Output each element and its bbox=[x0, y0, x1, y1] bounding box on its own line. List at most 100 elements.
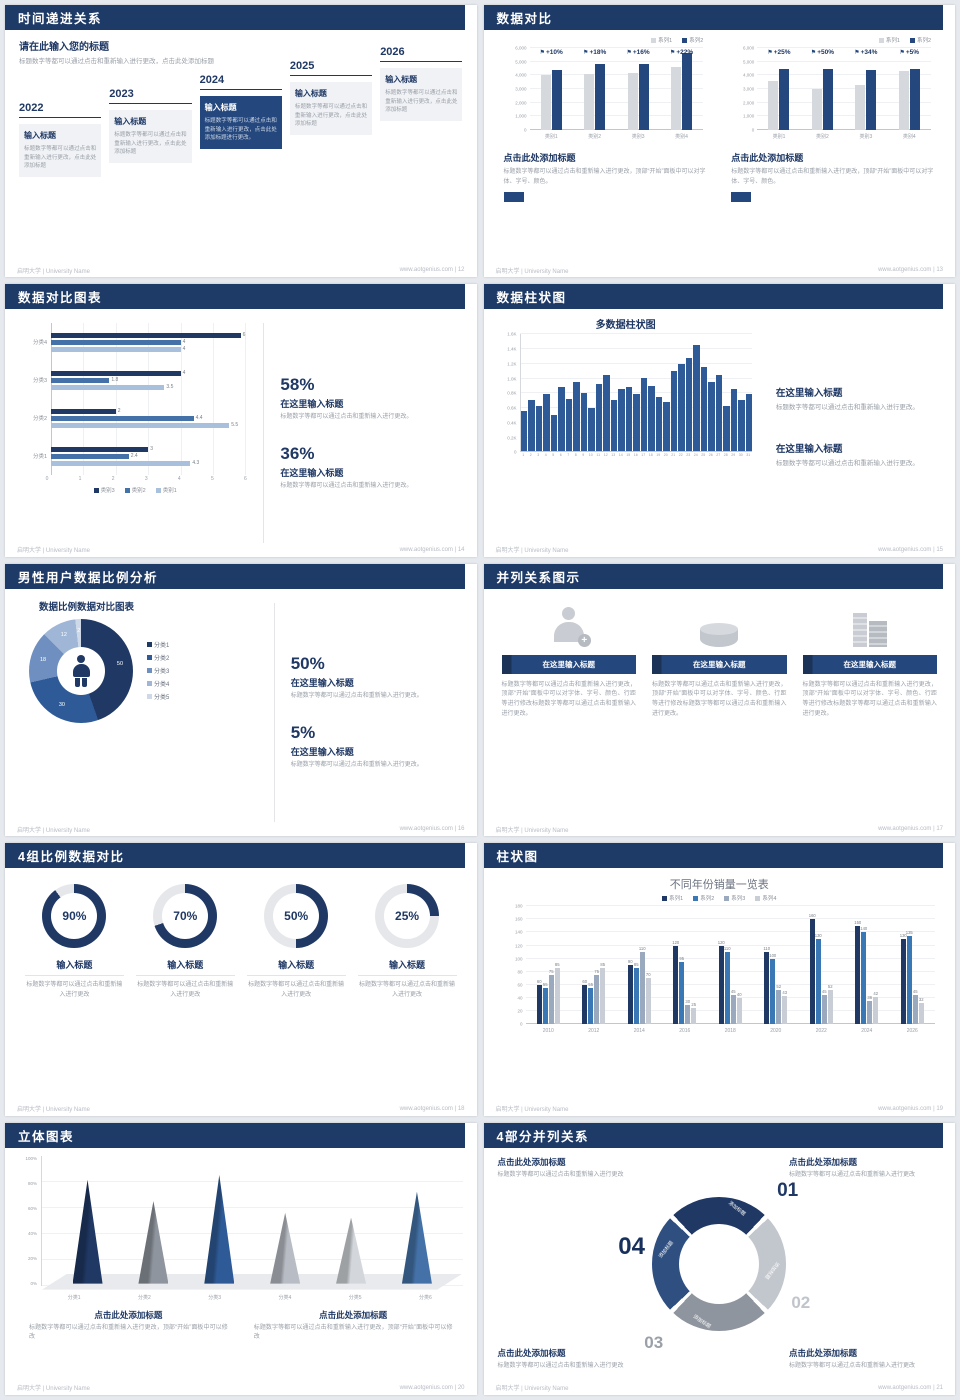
value-label: 4 bbox=[182, 346, 186, 353]
ratio-item: 70% 输入标题 标题数字等都可以通过点击和重新输入进行更改 bbox=[135, 884, 235, 1000]
bar-fill bbox=[51, 370, 181, 376]
footer-site-page: www.aotgenius.com | 12 bbox=[399, 267, 465, 274]
value-label: 3 bbox=[150, 446, 153, 453]
legend-item: 类别2 bbox=[124, 486, 146, 494]
bar-fill bbox=[51, 332, 241, 338]
legend-item: 系列4 bbox=[755, 894, 776, 902]
stat-block: 5% 在这里输入标题 标题数字等都可以通过点击和重新输入进行更改。 bbox=[291, 723, 457, 770]
y-tick-label: 0% bbox=[30, 1280, 37, 1286]
y-tick-label: 0 bbox=[523, 127, 527, 133]
bar: 135 bbox=[906, 906, 913, 1025]
bar-group: ⚑ +50% 类别2 bbox=[801, 48, 844, 140]
slide-footer: 启明大学 | University Name www.aotgenius.com… bbox=[484, 822, 956, 836]
timeline-box-title: 输入标题 bbox=[204, 103, 237, 112]
legend-swatch bbox=[755, 895, 761, 901]
gridline bbox=[525, 944, 935, 946]
y-tick-label: 1.0K bbox=[507, 376, 517, 382]
slide-title-bar: 4部分并列关系 bbox=[483, 1122, 943, 1148]
slide-title: 时间递进关系 bbox=[18, 12, 103, 26]
item-title: 输入标题 bbox=[167, 960, 204, 971]
bar bbox=[610, 400, 617, 452]
cycle-ring bbox=[652, 1197, 787, 1332]
bar-fill bbox=[827, 990, 833, 1025]
slide-18-four-ratio[interactable]: 4组比例数据对比 90% 输入标题 标题数字等都可以通过点击和重新输入进行更改 70%… bbox=[5, 843, 477, 1116]
x-tick-label: 24 bbox=[693, 453, 698, 458]
legend-swatch bbox=[147, 655, 152, 661]
divider bbox=[25, 975, 124, 977]
slide-21-four-part-cycle[interactable]: 4部分并列关系 01 02 03 04 添加标题 添加标题 添加标题 添加标题 点击此处添加标… bbox=[483, 1122, 955, 1395]
y-tick-label: 6,000 bbox=[515, 45, 527, 51]
comparison-panel: 系列1 系列2 0 1,000 2,000 3,000 4,000 5,000 6,000 ⚑ +1… bbox=[492, 34, 720, 263]
x-axis: 1 2 3 4 5 6 7 8 9 10 11 12 13 14 15 16 17 18 19 20 21 22 23 24 2… bbox=[520, 453, 752, 457]
slide-title-bar: 男性用户数据比例分析 bbox=[5, 563, 465, 589]
bar bbox=[866, 48, 877, 130]
slide-12-time-progression[interactable]: 时间递进关系 2022 输入标题 标题数字等都可以通过点击和重新输入进行更改，点击此… bbox=[5, 5, 477, 278]
value-label: 95 bbox=[679, 955, 685, 961]
item-title: 输入标题 bbox=[56, 960, 93, 971]
block-title: 在这里输入标题 bbox=[775, 387, 843, 399]
slide-title: 并列关系图示 bbox=[496, 570, 581, 585]
timeline-box-text: 标题数字等都可以通过点击和重新输入进行更改，点击此处添加标题 bbox=[114, 132, 187, 156]
bar-fill bbox=[582, 984, 588, 1025]
chart-legend: 系列1 系列2 bbox=[735, 36, 931, 44]
bar: 95 bbox=[679, 906, 685, 1025]
donut-panel: 数据比例数据对比图表 50 30 18 12 2 分类1 分类2 分类3 分类4 分类5 bbox=[17, 597, 266, 822]
legend-item: 分类4 bbox=[147, 679, 169, 688]
value-label: 75 bbox=[594, 969, 600, 975]
bar-fill bbox=[682, 53, 693, 130]
slide-19-bar-chart[interactable]: 柱状图 不同年份销量一览表 系列1 系列2 系列3 系列4 0 20 40 60 80 100 120… bbox=[483, 843, 955, 1116]
bar-groups: ⚑ +25% 类别1 ⚑ +50% 类别2 ⚑ +34% 类别3 ⚑ +5% 类别4 bbox=[757, 48, 931, 140]
yearly-sales-bar-chart: 不同年份销量一览表 系列1 系列2 系列3 系列4 0 20 40 60 80 100 120 140 1… bbox=[496, 876, 944, 1034]
bar-fill bbox=[815, 938, 821, 1025]
footer-school: 启明大学 | University Name bbox=[495, 827, 569, 834]
bar-fill bbox=[691, 1007, 697, 1025]
bar-fill bbox=[855, 925, 861, 1025]
percent-callout: ⚑ +10% bbox=[530, 49, 573, 56]
slide-15-column-chart[interactable]: 数据柱状图 多数据柱状图 0 0.2K 0.4K 0.6K 0.8K 1.0K 1.2K 1.4… bbox=[483, 284, 955, 557]
slide-14-comparison-chart[interactable]: 数据对比图表 分类4 分类3 分类2 分类1 6 4 4 4 1.8 3.5 2 4.4 5.5 3 2.4… bbox=[5, 284, 477, 557]
bar: 120 bbox=[718, 906, 725, 1025]
x-tick-label: 12 bbox=[603, 453, 608, 458]
cone bbox=[270, 1212, 301, 1284]
value-label: 36 bbox=[867, 994, 873, 1000]
value-label: 120 bbox=[672, 939, 680, 945]
slide-20-3d-chart[interactable]: 立体图表 100% 80% 60% 40% 20% 0% 分类1 分类2 分类3 分类4 分类5 分类… bbox=[5, 1122, 477, 1395]
bar: 4 bbox=[51, 346, 245, 353]
y-tick-label: 4,000 bbox=[515, 72, 527, 78]
bar-fill bbox=[679, 961, 685, 1025]
bar-fill bbox=[627, 72, 638, 130]
category-label: 类别4 bbox=[902, 134, 916, 140]
bar bbox=[618, 389, 625, 452]
bar: 60 bbox=[536, 906, 542, 1025]
item-title: 输入标题 bbox=[389, 960, 426, 971]
y-tick-label: 0 bbox=[519, 1021, 523, 1027]
stat-percent: 58% bbox=[280, 374, 315, 394]
stat-block: 58% 在这里输入标题 标题数字等都可以通过点击和重新输入进行更改。 bbox=[280, 375, 458, 422]
y-tick-label: 40% bbox=[27, 1230, 37, 1236]
bar-fill bbox=[584, 73, 595, 130]
bar-fill bbox=[898, 71, 909, 130]
value-label: 130 bbox=[899, 932, 907, 938]
bar bbox=[693, 345, 700, 452]
bar: 75 bbox=[594, 906, 600, 1025]
bar bbox=[588, 407, 595, 452]
slide-16-male-ratio[interactable]: 男性用户数据比例分析 数据比例数据对比图表 50 30 18 12 2 分类1 分类2 分类3… bbox=[5, 563, 477, 837]
x-tick-label: 3 bbox=[537, 453, 540, 458]
donut-ring: 50 30 18 12 2 bbox=[29, 618, 133, 723]
bar-group: 90 85 110 70 2014 bbox=[617, 906, 663, 1034]
bar: 4 bbox=[51, 339, 245, 345]
text-blocks: 在这里输入标题 标题数字等都可以通过点击和重新输入进行更改。 在这里输入标题 标题数字… bbox=[758, 311, 945, 542]
legend-swatch bbox=[147, 642, 152, 648]
x-tick-label: 30 bbox=[738, 453, 743, 458]
y-tick-label: 3,000 bbox=[742, 86, 755, 92]
slide-footer: 启明大学 | University Name www.aotgenius.com… bbox=[5, 1102, 477, 1116]
bar-group: ⚑ +18% 类别2 bbox=[573, 48, 616, 140]
bar-fill bbox=[718, 945, 724, 1025]
slide-13-data-comparison[interactable]: 数据对比 系列1 系列2 0 1,000 2,000 3,000 4,000 5,000 6,0… bbox=[483, 5, 955, 278]
slide-17-parallel-relation[interactable]: 并列关系图示 + 在这里输入标题 标题数字等都可以通过点击和重新输入进行更改，顶… bbox=[483, 563, 956, 837]
ring-percent: 50% bbox=[273, 893, 320, 940]
caption-text: 标题数字等都可以通过点击和重新输入进行更改，顶部“开始”面板中可以修改 bbox=[29, 1324, 228, 1340]
timeline-box: 输入标题 标题数字等都可以通过点击和重新输入进行更改，点击此处添加标题 bbox=[109, 110, 192, 163]
value-label: 85 bbox=[600, 962, 606, 968]
intro-heading: 请在此输入您的标题 bbox=[19, 42, 109, 53]
